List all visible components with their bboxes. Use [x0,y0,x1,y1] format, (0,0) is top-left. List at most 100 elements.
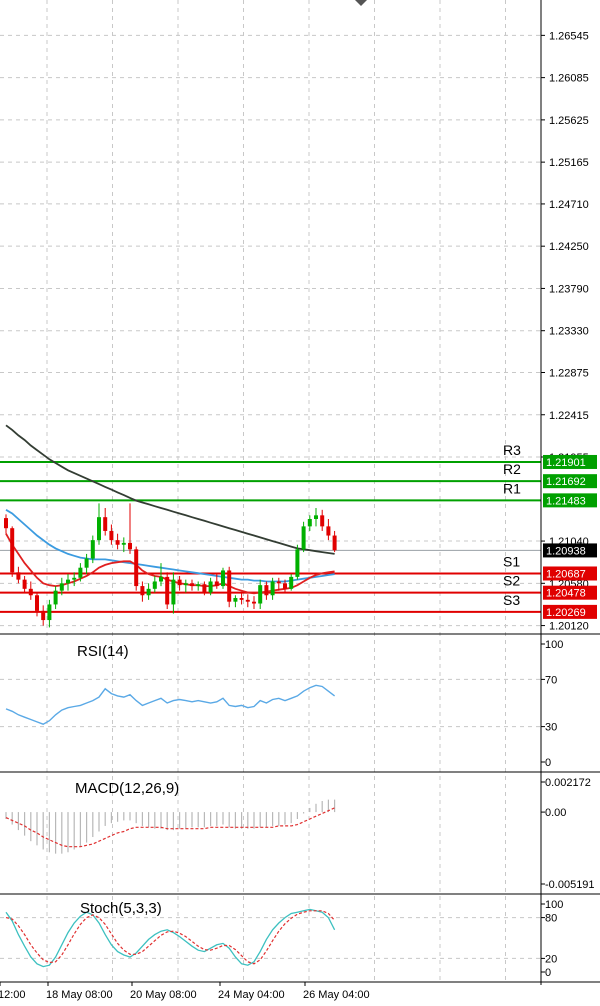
rsi-pane[interactable]: RSI(14) [5,643,336,725]
macd-pane[interactable]: MACD(12,26,9) [5,780,336,854]
candle-body [233,598,238,602]
macd-tick-label: 0.002172 [545,777,591,789]
candle-body [84,558,89,568]
rsi-tick-label: 0 [545,757,551,769]
price-tick-label: 1.23330 [549,326,589,338]
candle-body [320,515,325,527]
stoch-tick-label: 80 [545,913,557,925]
stoch-tick-label: 100 [545,899,563,911]
candle-body [214,581,219,587]
candle-body [140,586,145,596]
candle-body [10,528,15,573]
candle-body [90,540,95,559]
price-tick-label: 1.24250 [549,241,589,253]
pivot-tag-value: 1.21901 [546,457,586,469]
candle-body [295,549,300,577]
price-tick-label: 1.20120 [549,621,589,633]
macd-tick-label: 0.00 [545,807,566,819]
candle-body [171,579,176,605]
pivot-tag-bg [543,566,597,581]
rsi-tick-label: 100 [545,639,563,651]
candle-body [326,526,331,536]
price-tick-label: 1.22415 [549,410,589,422]
pivot-label-s1: S1 [503,553,520,569]
candle-body [314,515,318,520]
candle-body [239,598,244,600]
ma-slow-line [5,424,335,555]
candle-body [59,583,64,591]
pivot-tag-value: 1.21483 [546,495,586,507]
candle-body [202,584,207,593]
candle-body [152,581,157,589]
candle-body [208,581,213,593]
candle-body [196,584,201,587]
macd-signal-line [5,807,335,848]
time-tick-label: 20 May 08:00 [130,989,197,1001]
candle-body [103,517,108,531]
candle-body [41,610,46,621]
candle-body [16,572,21,580]
price-tick-label: 1.23790 [549,283,589,295]
time-tick-label: 12:00 [0,989,26,1001]
stoch-tick-label: 0 [545,967,551,979]
pivot-tag-bg [543,474,597,489]
price-tick-label: 1.25165 [549,157,589,169]
axes: 1.26545 1.26085 1.25625 1.25165 1.24710 1.242… [0,0,600,985]
pivot-tag-value: 1.21692 [546,476,586,488]
stoch-tick-label: 20 [545,953,557,965]
macd-title: MACD(12,26,9) [75,780,179,797]
candle-body [115,540,120,545]
pivot-tag-value: 1.20269 [546,607,586,619]
pivot-tag-value: 1.20687 [546,568,586,580]
candle-body [301,526,306,550]
candle-body [4,518,8,529]
pivot-label-s2: S2 [503,573,520,589]
candle-body [183,583,188,586]
price-tick-label: 1.26085 [549,73,589,85]
macd-tick-label: -0.005191 [545,879,595,891]
time-tick-label: 24 May 04:00 [218,989,285,1001]
current-price-tag-bg [543,543,597,558]
candle-body [159,576,163,582]
pivot-tag-bg [543,604,597,619]
pivot-label-s3: S3 [503,592,520,608]
candle-body [264,585,269,596]
pivot-label-r2: R2 [503,461,521,477]
price-tick-label: 1.25625 [549,115,589,127]
price-tick-label: 1.22875 [549,367,589,379]
stoch-title: Stoch(5,3,3) [80,900,162,917]
rsi-tick-label: 30 [545,722,557,734]
pivot-tag-bg [543,493,597,508]
pivot-label-r3: R3 [503,442,521,458]
candle-body [283,583,287,589]
stoch-pane[interactable]: Stoch(5,3,3) [5,900,336,968]
candle-body [78,567,83,578]
candle-body [121,542,126,545]
pivot-tag-bg [543,454,597,469]
candle-body [252,601,256,604]
candle-body [97,517,101,541]
candle-body [270,581,275,596]
pivot-label-r1: R1 [503,480,521,496]
pivot-tag-bg [543,585,597,600]
candle-body [289,576,294,589]
rsi-tick-label: 70 [545,674,557,686]
candle-body [258,585,263,604]
current-price-tag: 1.20938 [546,545,586,557]
candle-body [245,599,250,602]
candle-body [165,576,170,605]
price-tick-label: 1.24710 [549,199,589,211]
price-tick-label: 1.26545 [549,30,589,42]
candle-body [35,595,39,611]
candle-body [276,581,281,584]
candle-body [22,579,27,589]
rsi-line [5,684,336,725]
candle-body [221,570,225,587]
candle-body [72,577,77,580]
candle-body [109,530,114,541]
price-pane[interactable]: R3 R2 R1 S1 S2 S3 [0,424,541,628]
candle-body [53,590,58,605]
candle-body [47,604,52,621]
time-tick-label: 26 May 04:00 [303,989,370,1001]
